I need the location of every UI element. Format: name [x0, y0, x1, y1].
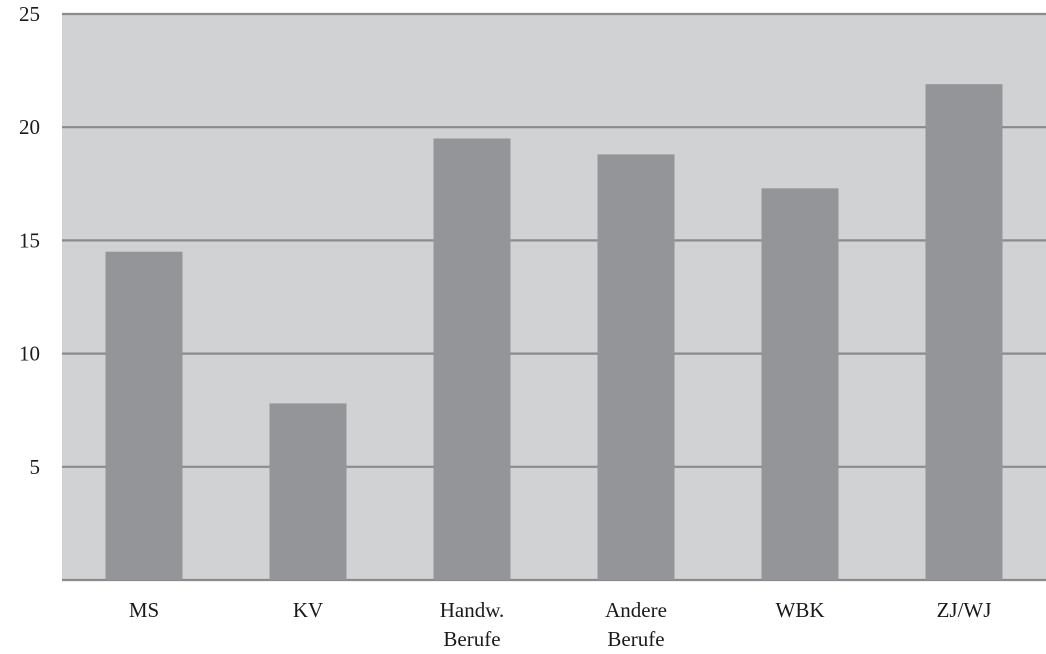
y-tick-label: 5	[30, 455, 41, 479]
bar	[597, 154, 675, 581]
bars	[105, 84, 1003, 581]
plot-background	[62, 14, 1046, 580]
bar	[925, 84, 1003, 581]
x-axis-category-labels: MS KV Handw. Berufe Andere Berufe WBK ZJ/WJ	[129, 598, 992, 651]
x-category-label: ZJ/WJ	[937, 598, 992, 622]
x-category-label: KV	[293, 598, 323, 622]
x-category-label: MS	[129, 598, 159, 622]
x-category-label: Andere Berufe	[605, 598, 667, 651]
y-tick-label: 25	[19, 2, 40, 26]
x-category-label: WBK	[776, 598, 825, 622]
bar	[105, 251, 183, 580]
gridlines	[62, 12, 1046, 582]
y-axis-tick-labels: 5 10 15 20 25	[19, 2, 40, 479]
y-tick-label: 15	[19, 228, 40, 252]
y-tick-label: 20	[19, 115, 40, 139]
bar	[269, 403, 347, 580]
y-tick-label: 10	[19, 342, 40, 366]
bar	[433, 138, 511, 580]
x-category-label: Handw. Berufe	[440, 598, 505, 651]
bar	[761, 188, 839, 580]
